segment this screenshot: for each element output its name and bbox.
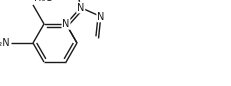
Text: N: N [77, 3, 84, 13]
Text: H₂N: H₂N [0, 38, 10, 48]
Text: N: N [97, 12, 104, 22]
Text: H₃C: H₃C [34, 0, 52, 3]
Text: N: N [62, 19, 70, 29]
